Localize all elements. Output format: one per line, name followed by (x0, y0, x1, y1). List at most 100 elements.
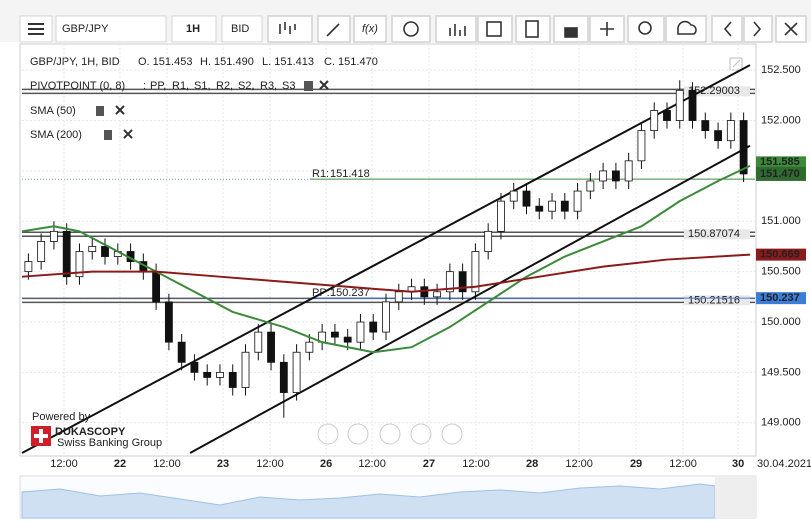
legend-close[interactable] (123, 129, 133, 139)
x-tick-label: 12:00 (669, 458, 697, 470)
level-label-bg (684, 295, 750, 306)
price-label: 150.237 (760, 292, 800, 304)
y-tick-label: 151.000 (761, 215, 801, 227)
candle-body (484, 230, 493, 252)
candle-body (663, 110, 671, 121)
x-tick-label: 12:00 (565, 458, 593, 470)
candle-body (177, 341, 186, 363)
side-button[interactable] (221, 15, 263, 43)
indicator-item: PP, (150, 80, 166, 92)
candle-body (24, 261, 33, 273)
y-tick-label: 152.500 (761, 64, 801, 76)
price-label-bg (756, 166, 806, 181)
indicator-item: S2, (238, 80, 255, 92)
x-tick-label: 26 (320, 458, 332, 470)
price-label: 150.669 (760, 249, 800, 261)
symbol-box[interactable] (55, 15, 167, 43)
brand-sub: Swiss Banking Group (57, 437, 162, 449)
candle-body (305, 341, 314, 353)
candle-body (471, 251, 480, 293)
y-tick-label: 150.000 (761, 316, 801, 328)
price-label-bg (756, 292, 806, 305)
candle-body (369, 321, 378, 333)
y-tick-label: 149.000 (761, 417, 801, 429)
x-tick-label: 12:00 (358, 458, 386, 470)
x-tick-label: 23 (217, 458, 229, 470)
candle-body (497, 200, 505, 232)
legend-close[interactable] (115, 105, 125, 115)
x-tick-label: 29 (630, 458, 642, 470)
powered-by: Powered by (32, 411, 91, 423)
indicator-item: S3 (282, 80, 295, 92)
ohlc-value: H. 151.490 (200, 56, 254, 68)
fx-button[interactable]: f(x) (362, 23, 378, 35)
candle-body (650, 110, 659, 132)
candle-body (675, 89, 684, 121)
sma-line (21, 164, 751, 354)
candle-body (573, 190, 582, 212)
candle-body (37, 241, 46, 262)
tool-buttons[interactable] (267, 15, 807, 43)
candle-body (637, 130, 646, 162)
chart-title: GBP/JPY, 1H, BID (30, 56, 120, 68)
x-tick-label: 12:00 (462, 458, 490, 470)
candle-body (343, 336, 352, 343)
legend-entry: SMA (50) (30, 105, 76, 117)
candle-body (394, 291, 403, 303)
candle-body (688, 89, 697, 121)
candle-body (624, 160, 633, 182)
candle-body (216, 371, 224, 378)
candle-body (190, 361, 199, 373)
candle-body (382, 301, 390, 333)
x-tick-label: 30 (732, 458, 744, 470)
x-tick-label: 22 (114, 458, 126, 470)
indicator-item: R2, (216, 80, 233, 92)
brand-name: DUKASCOPY (55, 426, 126, 438)
nav-buttons[interactable] (317, 423, 463, 445)
legend-gear[interactable] (104, 130, 112, 140)
pivot-value: 151.418 (330, 168, 370, 180)
ohlc-value: L. 151.413 (262, 56, 314, 68)
side: BID (231, 23, 249, 35)
candle-body (509, 190, 518, 202)
indicator-item: R1, (172, 80, 189, 92)
candle-body (330, 331, 339, 338)
navigator (19, 475, 757, 519)
candle-body (292, 351, 301, 393)
candle-body (254, 331, 263, 353)
candle-body (548, 200, 556, 212)
legend-gear[interactable] (96, 106, 104, 116)
candle-body (241, 351, 250, 388)
menu-button[interactable] (19, 15, 53, 43)
sma-line (21, 253, 751, 293)
level-label: 150.87074 (688, 228, 740, 240)
candle-body (62, 230, 71, 278)
candle-body (726, 120, 735, 142)
candle-body (88, 246, 97, 252)
indicator-item: S1, (194, 80, 211, 92)
plot-area (19, 43, 757, 457)
price-label-bg (756, 156, 806, 169)
pivot-value: 150.237 (330, 287, 370, 299)
candle-body (267, 331, 275, 363)
candle-body (445, 271, 454, 293)
indicator-gear[interactable] (304, 81, 313, 91)
candle-body (152, 271, 161, 303)
candle-body (611, 170, 620, 182)
legend-entry: SMA (200) (30, 129, 82, 141)
candle-body (433, 291, 442, 298)
branding: Powered by DUKASCOPY Swiss Banking Group (31, 411, 162, 449)
price-label: 151.470 (760, 168, 800, 180)
indicator-close[interactable] (319, 80, 329, 90)
period-button[interactable] (171, 15, 217, 43)
indicator-name: PIVOTPOINT (0, 8) (30, 80, 125, 92)
x-tick-label: 12:00 (50, 458, 78, 470)
y-tick-label: 150.500 (761, 266, 801, 278)
x-tick-label: 12:00 (153, 458, 181, 470)
level-label-bg (684, 229, 750, 240)
candle-body (75, 251, 84, 278)
candle-body (279, 361, 288, 393)
candle-body (586, 180, 595, 192)
